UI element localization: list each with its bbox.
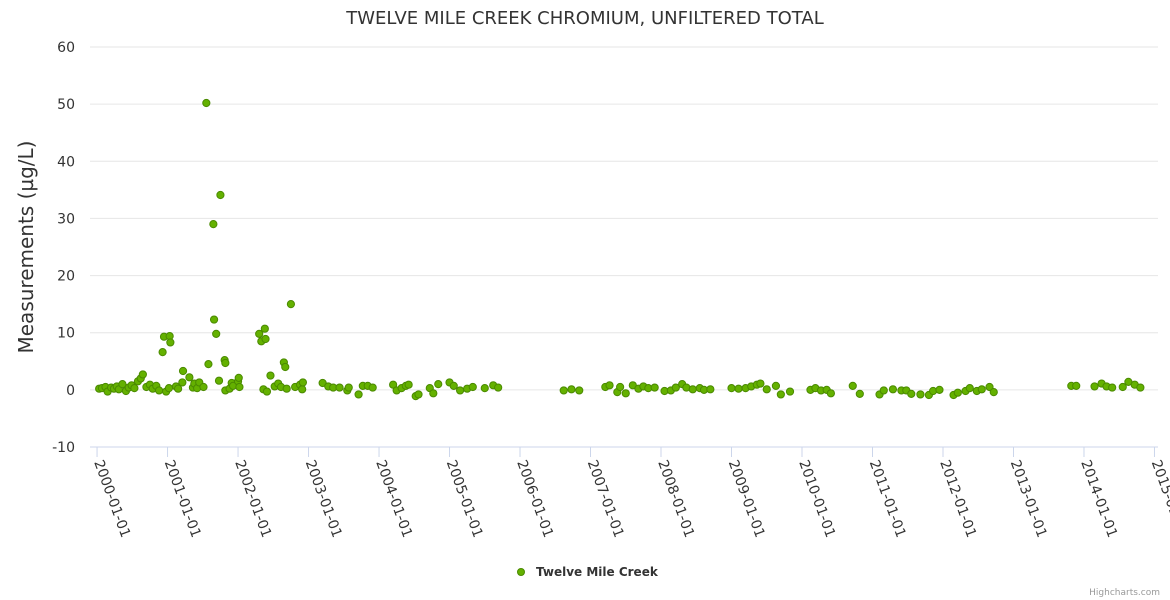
series-twelve-mile-creek[interactable]: [95, 98, 1145, 401]
data-point[interactable]: [456, 386, 465, 395]
data-point[interactable]: [199, 382, 208, 392]
data-point[interactable]: [650, 383, 659, 392]
y-axis: -10 0 10 20 30 40 50 60: [52, 40, 75, 456]
data-point[interactable]: [907, 389, 916, 398]
data-point[interactable]: [281, 362, 290, 372]
data-point[interactable]: [605, 381, 614, 390]
data-point[interactable]: [762, 385, 771, 394]
data-point[interactable]: [266, 371, 275, 380]
data-point[interactable]: [178, 366, 188, 376]
data-point[interactable]: [216, 190, 225, 200]
data-point[interactable]: [368, 383, 377, 392]
y-tick-label: 30: [57, 211, 75, 227]
credits-link[interactable]: Highcharts.com: [1089, 588, 1160, 598]
data-point[interactable]: [727, 384, 736, 393]
data-point[interactable]: [977, 385, 986, 394]
data-point[interactable]: [771, 381, 781, 390]
data-point[interactable]: [130, 384, 139, 393]
data-point[interactable]: [164, 384, 174, 393]
data-point[interactable]: [449, 381, 458, 390]
data-point[interactable]: [282, 384, 291, 393]
y-tick-label: 10: [57, 326, 75, 342]
data-point[interactable]: [1136, 383, 1145, 392]
data-point[interactable]: [494, 383, 503, 392]
data-point[interactable]: [214, 376, 224, 385]
data-point[interactable]: [234, 373, 243, 382]
data-point[interactable]: [286, 300, 296, 309]
data-point[interactable]: [621, 389, 630, 398]
data-point[interactable]: [567, 385, 576, 394]
y-axis-title: Measurements (µg/L): [14, 141, 38, 354]
data-point[interactable]: [1072, 381, 1081, 390]
legend-label[interactable]: Twelve Mile Creek: [536, 565, 659, 579]
data-point[interactable]: [185, 373, 194, 382]
data-point[interactable]: [138, 370, 147, 379]
data-point[interactable]: [209, 315, 219, 324]
data-point[interactable]: [212, 329, 221, 338]
data-point[interactable]: [262, 387, 272, 396]
data-point[interactable]: [734, 384, 743, 393]
legend-marker[interactable]: [517, 568, 525, 576]
data-point[interactable]: [480, 384, 489, 393]
data-point[interactable]: [985, 382, 994, 392]
data-point[interactable]: [756, 379, 765, 388]
data-point[interactable]: [706, 385, 715, 394]
data-point[interactable]: [209, 220, 218, 229]
data-point[interactable]: [855, 389, 864, 398]
y-tick-label: 0: [66, 383, 75, 399]
data-point[interactable]: [174, 384, 183, 393]
data-point[interactable]: [1090, 382, 1099, 391]
data-point[interactable]: [785, 387, 795, 396]
data-point[interactable]: [559, 386, 568, 395]
data-point[interactable]: [953, 388, 962, 397]
y-tick-label: 60: [57, 40, 75, 56]
data-point[interactable]: [989, 388, 998, 397]
data-point[interactable]: [354, 390, 363, 399]
data-point[interactable]: [166, 338, 175, 347]
data-point[interactable]: [235, 382, 244, 392]
data-point[interactable]: [935, 385, 944, 394]
y-tick-label: 40: [57, 154, 75, 170]
data-point[interactable]: [688, 385, 697, 394]
data-point[interactable]: [158, 348, 167, 357]
data-point[interactable]: [848, 381, 857, 390]
data-point[interactable]: [261, 334, 270, 344]
data-point[interactable]: [616, 382, 625, 392]
data-point[interactable]: [118, 380, 127, 389]
data-point[interactable]: [202, 98, 211, 108]
data-point[interactable]: [255, 329, 264, 338]
data-point[interactable]: [389, 380, 398, 389]
data-point[interactable]: [298, 385, 307, 394]
data-point[interactable]: [344, 383, 353, 392]
data-point[interactable]: [671, 383, 680, 392]
data-point[interactable]: [468, 382, 477, 392]
data-point[interactable]: [888, 385, 898, 394]
data-point[interactable]: [404, 380, 413, 389]
data-point[interactable]: [1108, 383, 1117, 392]
y-tick-label: 50: [57, 97, 75, 113]
chart-title: TWELVE MILE CREEK CHROMIUM, UNFILTERED T…: [345, 8, 823, 29]
data-point[interactable]: [178, 378, 187, 387]
data-point[interactable]: [429, 389, 438, 398]
data-point[interactable]: [1118, 382, 1127, 392]
y-tick-label: 20: [57, 269, 75, 285]
data-point[interactable]: [154, 386, 164, 395]
data-point[interactable]: [916, 390, 925, 399]
data-point[interactable]: [434, 380, 443, 389]
data-point[interactable]: [335, 383, 344, 392]
data-point[interactable]: [776, 390, 785, 399]
data-point[interactable]: [965, 384, 974, 393]
data-point[interactable]: [575, 386, 584, 395]
data-point[interactable]: [826, 389, 836, 398]
legend[interactable]: Twelve Mile Creek: [517, 565, 659, 579]
y-tick-label: -10: [52, 440, 75, 456]
data-point[interactable]: [879, 386, 888, 395]
data-point[interactable]: [414, 390, 423, 399]
data-point[interactable]: [221, 358, 230, 368]
data-point[interactable]: [298, 378, 307, 387]
data-point[interactable]: [204, 360, 213, 369]
data-point[interactable]: [260, 324, 269, 333]
